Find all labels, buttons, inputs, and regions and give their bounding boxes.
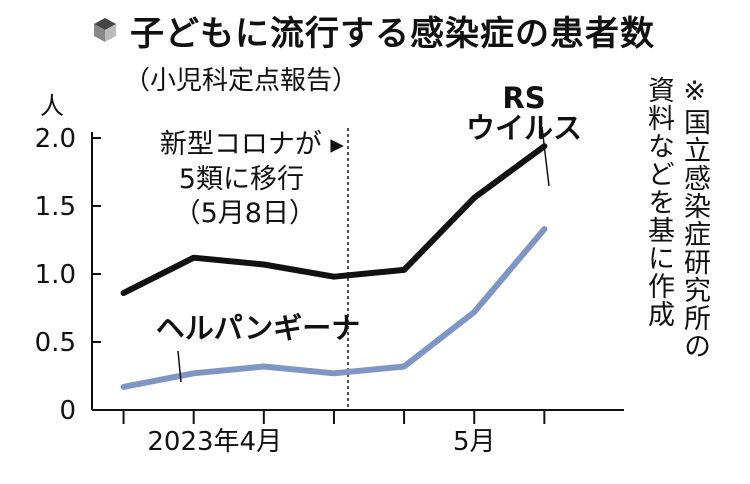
x-group-labels: 2023年4月 5月 (147, 427, 495, 457)
y-unit-label: 人 (40, 92, 64, 120)
subtitle: （小児科定点報告） (124, 66, 359, 96)
axes (91, 132, 624, 424)
x-group-label: 5月 (453, 427, 496, 457)
series-line-herpangina (120, 226, 548, 390)
series-label-herpangina: ヘルパンギーナ (156, 311, 360, 345)
annotation: 新型コロナが ▸ 5類に移行（5月8日） (160, 128, 349, 410)
page-title: 子どもに流行する感染症の患者数 (130, 13, 655, 54)
source-note: ※国立感染症研究所の 資料などを基に作成 (643, 76, 710, 360)
y-tick-label: 0 (59, 396, 76, 426)
y-tick-label: 1.0 (35, 260, 76, 290)
y-tick-label: 0.5 (35, 328, 76, 358)
series-label-leader (541, 126, 550, 187)
series-lines (120, 143, 548, 390)
y-tick-labels: 0 0.5 1.0 1.5 2.0 (35, 124, 76, 426)
title-row: 子どもに流行する感染症の患者数 (92, 6, 655, 54)
annotation-line: 5類に移行 (179, 164, 304, 195)
series-line-rs (120, 143, 548, 296)
y-tick-label: 2.0 (35, 124, 76, 154)
cube-icon (94, 18, 116, 42)
series-label-leader (177, 350, 182, 383)
x-group-label: 2023年4月 (147, 427, 282, 457)
y-tick-label: 1.5 (35, 192, 76, 222)
annotation-line: （5月8日） (174, 198, 316, 229)
series-label-rs: ウイルス (466, 111, 582, 145)
annotation-line: 新型コロナが ▸ (160, 129, 345, 160)
series-label-rs: RS (502, 81, 545, 115)
